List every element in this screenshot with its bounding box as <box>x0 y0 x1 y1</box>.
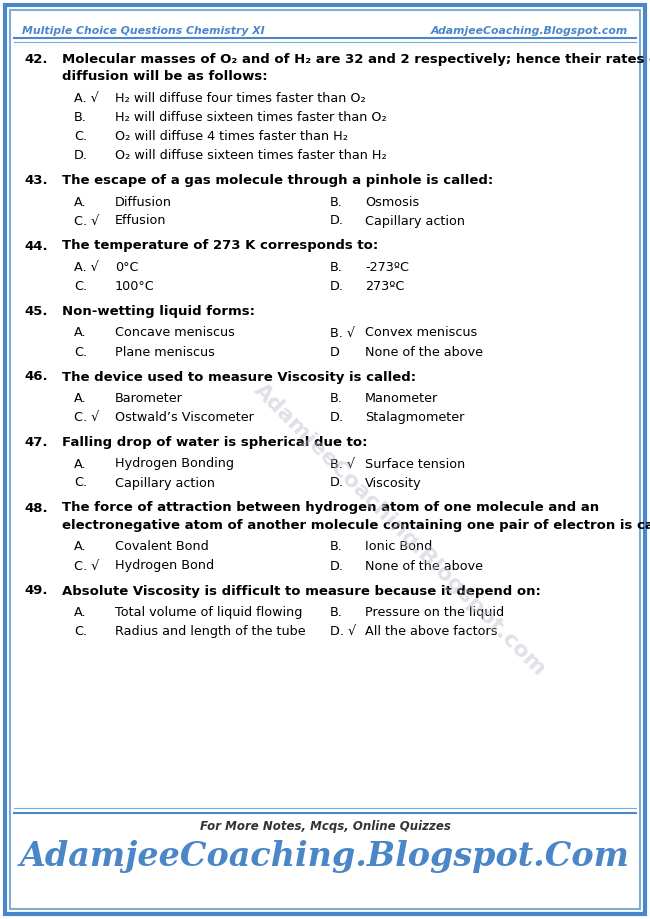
Text: AdamjeeCoaching.Blogspot.Com: AdamjeeCoaching.Blogspot.Com <box>20 840 630 873</box>
Text: A. √: A. √ <box>74 92 99 105</box>
Text: Concave meniscus: Concave meniscus <box>115 326 235 339</box>
Text: C.: C. <box>74 476 87 490</box>
Text: B.: B. <box>330 392 343 405</box>
Text: B. √: B. √ <box>330 458 355 471</box>
Text: O₂ will diffuse sixteen times faster than H₂: O₂ will diffuse sixteen times faster tha… <box>115 149 387 162</box>
Text: O₂ will diffuse 4 times faster than H₂: O₂ will diffuse 4 times faster than H₂ <box>115 130 348 143</box>
Text: Viscosity: Viscosity <box>365 476 422 490</box>
Text: 46.: 46. <box>24 370 47 383</box>
Text: A. √: A. √ <box>74 261 99 274</box>
Text: H₂ will diffuse sixteen times faster than O₂: H₂ will diffuse sixteen times faster tha… <box>115 111 387 124</box>
Text: B.: B. <box>74 111 87 124</box>
Text: A.: A. <box>74 392 86 405</box>
Text: A.: A. <box>74 196 86 209</box>
Text: Covalent Bond: Covalent Bond <box>115 540 209 553</box>
Text: C.: C. <box>74 130 87 143</box>
FancyBboxPatch shape <box>5 5 645 914</box>
Text: Surface tension: Surface tension <box>365 458 465 471</box>
Text: D: D <box>330 346 340 358</box>
Text: D.: D. <box>330 476 344 490</box>
Text: electronegative atom of another molecule containing one pair of electron is call: electronegative atom of another molecule… <box>62 519 650 532</box>
Text: A.: A. <box>74 326 86 339</box>
Text: 42.: 42. <box>24 53 47 66</box>
Text: Ostwald’s Viscometer: Ostwald’s Viscometer <box>115 411 254 424</box>
Text: Ionic Bond: Ionic Bond <box>365 540 432 553</box>
Text: 0°C: 0°C <box>115 261 138 274</box>
Text: None of the above: None of the above <box>365 346 483 358</box>
Text: Diffusion: Diffusion <box>115 196 172 209</box>
Text: Effusion: Effusion <box>115 214 166 228</box>
Text: For More Notes, Mcqs, Online Quizzes: For More Notes, Mcqs, Online Quizzes <box>200 820 450 833</box>
Text: Non-wetting liquid forms:: Non-wetting liquid forms: <box>62 305 255 318</box>
Text: B.: B. <box>330 540 343 553</box>
Text: B.: B. <box>330 261 343 274</box>
Text: AdamjeeCoaching.Blogspot.com: AdamjeeCoaching.Blogspot.com <box>250 380 550 680</box>
Text: Hydrogen Bond: Hydrogen Bond <box>115 560 214 573</box>
Text: C. √: C. √ <box>74 560 99 573</box>
Text: B.: B. <box>330 196 343 209</box>
Text: 100°C: 100°C <box>115 280 155 293</box>
Text: H₂ will diffuse four times faster than O₂: H₂ will diffuse four times faster than O… <box>115 92 366 105</box>
Text: D.: D. <box>330 560 344 573</box>
Text: Falling drop of water is spherical due to:: Falling drop of water is spherical due t… <box>62 436 367 449</box>
Text: Molecular masses of O₂ and of H₂ are 32 and 2 respectively; hence their rates of: Molecular masses of O₂ and of H₂ are 32 … <box>62 53 650 66</box>
Text: Multiple Choice Questions Chemistry XI: Multiple Choice Questions Chemistry XI <box>22 26 265 36</box>
Text: D.: D. <box>330 411 344 424</box>
Text: Capillary action: Capillary action <box>365 214 465 228</box>
Text: 47.: 47. <box>24 436 47 449</box>
Text: diffusion will be as follows:: diffusion will be as follows: <box>62 71 268 84</box>
Text: 49.: 49. <box>24 584 47 597</box>
Text: The temperature of 273 K corresponds to:: The temperature of 273 K corresponds to: <box>62 240 378 253</box>
Text: Plane meniscus: Plane meniscus <box>115 346 215 358</box>
Text: Absolute Viscosity is difficult to measure because it depend on:: Absolute Viscosity is difficult to measu… <box>62 584 541 597</box>
Text: B. √: B. √ <box>330 326 355 339</box>
Text: B.: B. <box>330 606 343 619</box>
Text: Manometer: Manometer <box>365 392 438 405</box>
Text: 43.: 43. <box>24 174 47 187</box>
Text: A.: A. <box>74 458 86 471</box>
Text: C.: C. <box>74 280 87 293</box>
Text: The device used to measure Viscosity is called:: The device used to measure Viscosity is … <box>62 370 416 383</box>
Text: -273ºC: -273ºC <box>365 261 409 274</box>
Text: C. √: C. √ <box>74 411 99 424</box>
Text: D.: D. <box>330 280 344 293</box>
Text: Radius and length of the tube: Radius and length of the tube <box>115 625 306 638</box>
Text: Capillary action: Capillary action <box>115 476 215 490</box>
Text: A.: A. <box>74 606 86 619</box>
Text: D.: D. <box>74 149 88 162</box>
Text: Total volume of liquid flowing: Total volume of liquid flowing <box>115 606 302 619</box>
Text: C. √: C. √ <box>74 214 99 228</box>
Text: Pressure on the liquid: Pressure on the liquid <box>365 606 504 619</box>
Text: C.: C. <box>74 625 87 638</box>
FancyBboxPatch shape <box>10 10 640 909</box>
Text: 273ºC: 273ºC <box>365 280 404 293</box>
Text: 45.: 45. <box>24 305 47 318</box>
Text: Barometer: Barometer <box>115 392 183 405</box>
Text: AdamjeeCoaching.Blogspot.com: AdamjeeCoaching.Blogspot.com <box>431 26 628 36</box>
Text: D.: D. <box>330 214 344 228</box>
Text: D. √: D. √ <box>330 625 356 638</box>
Text: C.: C. <box>74 346 87 358</box>
Text: Osmosis: Osmosis <box>365 196 419 209</box>
Text: Hydrogen Bonding: Hydrogen Bonding <box>115 458 234 471</box>
Text: Stalagmometer: Stalagmometer <box>365 411 464 424</box>
Text: All the above factors: All the above factors <box>365 625 497 638</box>
Text: A.: A. <box>74 540 86 553</box>
Text: None of the above: None of the above <box>365 560 483 573</box>
Text: 44.: 44. <box>24 240 47 253</box>
Text: 48.: 48. <box>24 502 47 515</box>
Text: The escape of a gas molecule through a pinhole is called:: The escape of a gas molecule through a p… <box>62 174 493 187</box>
Text: The force of attraction between hydrogen atom of one molecule and an: The force of attraction between hydrogen… <box>62 502 599 515</box>
Text: Convex meniscus: Convex meniscus <box>365 326 477 339</box>
